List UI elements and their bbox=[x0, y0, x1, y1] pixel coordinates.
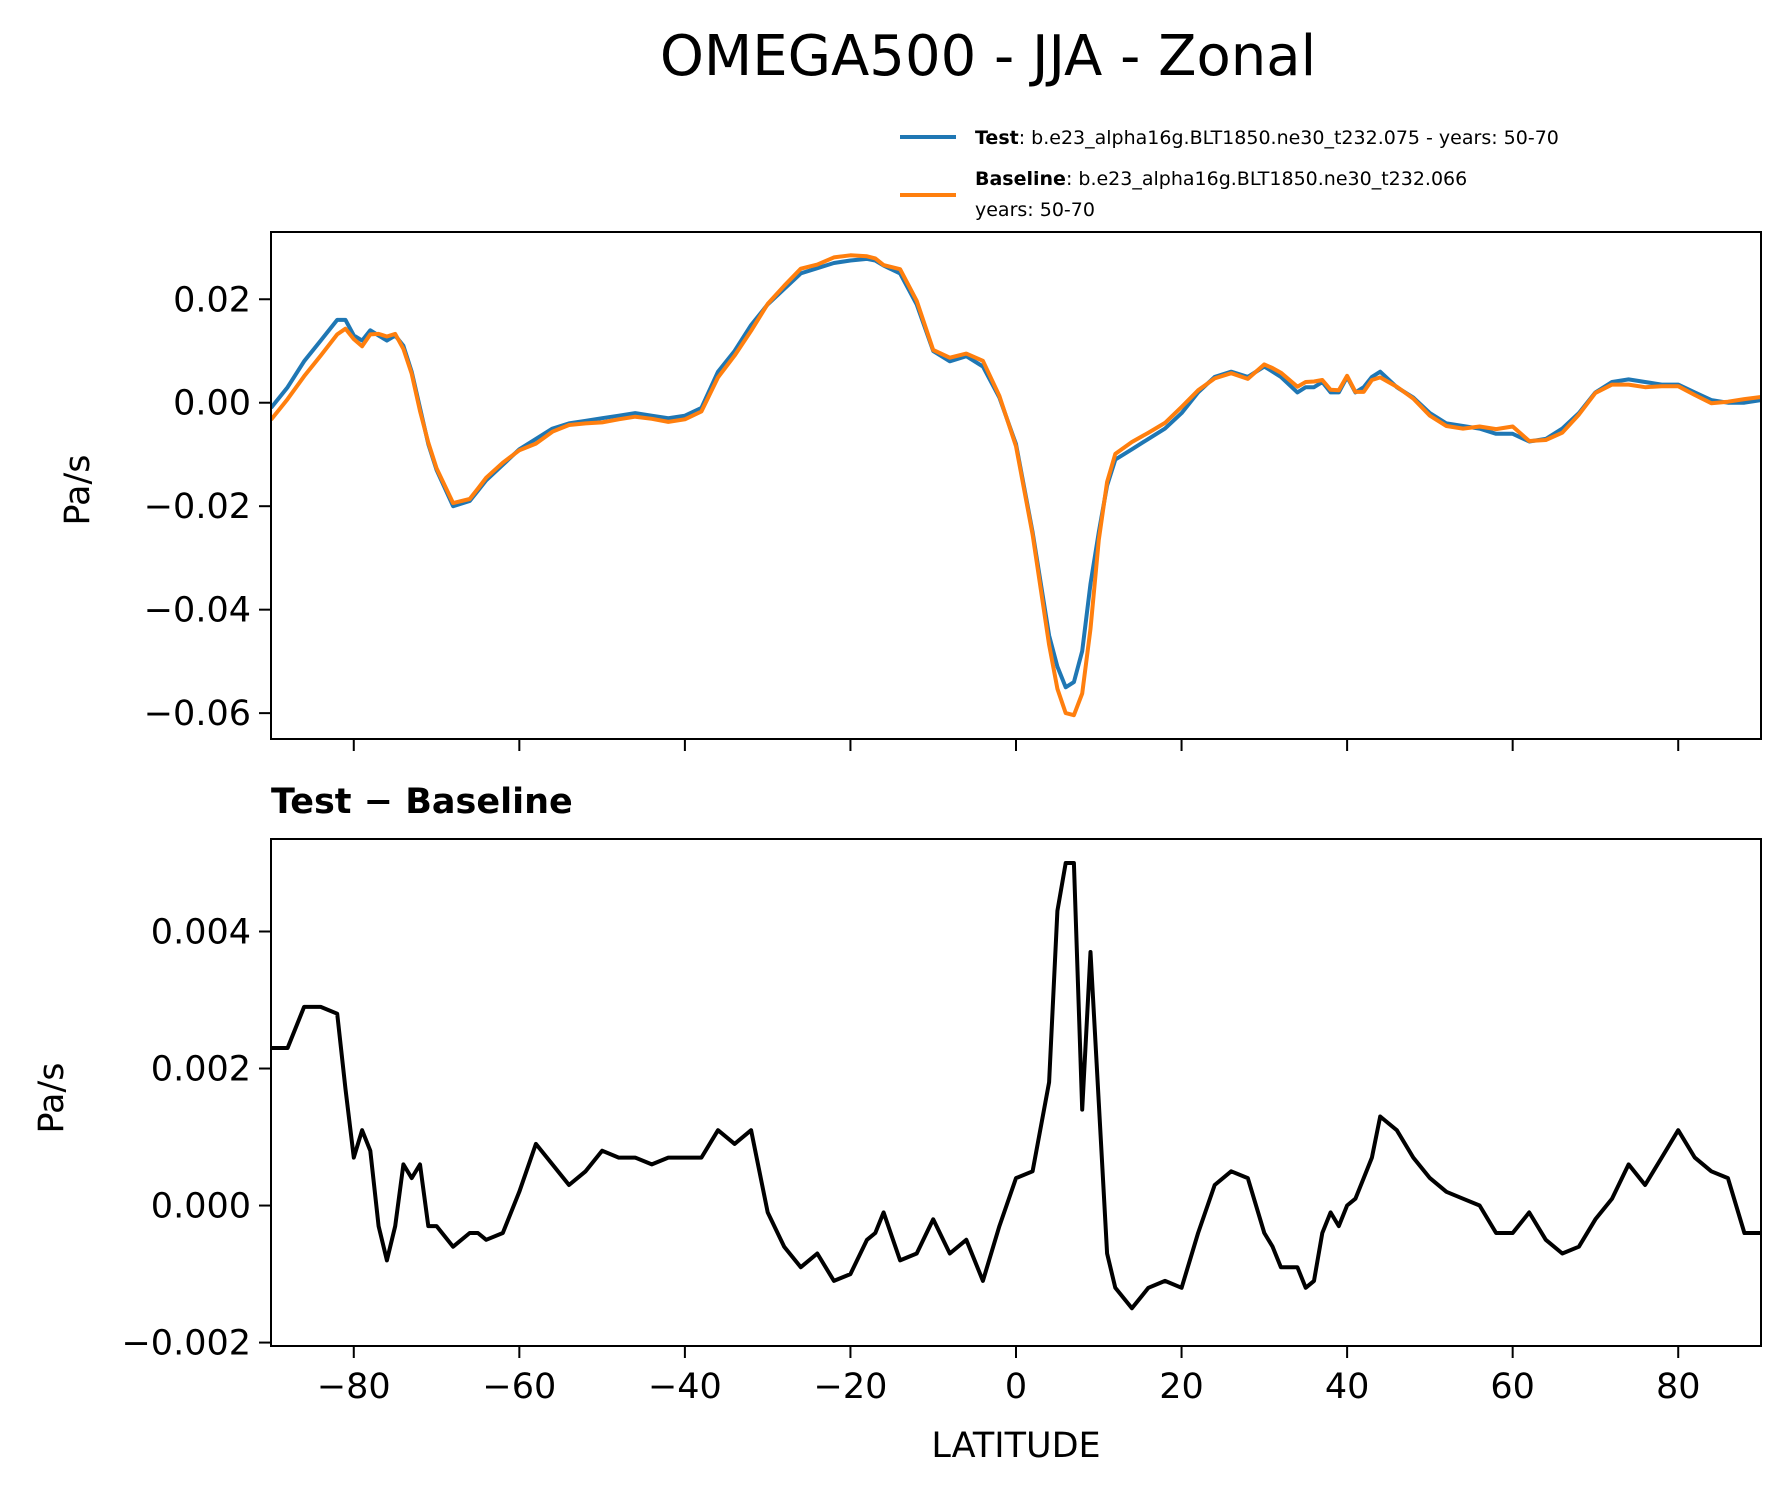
main-ytick-label: 0.02 bbox=[173, 280, 251, 320]
diff-ylabel: Pa/s bbox=[32, 1062, 72, 1133]
main-series-baseline bbox=[271, 253, 1761, 718]
legend-test-desc: : b.e23_alpha16g.BLT1850.ne30_t232.075 -… bbox=[1019, 127, 1559, 149]
legend-test-name: Test bbox=[975, 127, 1019, 149]
diff-xtick-label: 40 bbox=[1325, 1367, 1370, 1407]
main-ytick-label: −0.02 bbox=[144, 487, 251, 527]
diff-ytick-label: 0.000 bbox=[151, 1187, 251, 1227]
main-ytick-label: 0.00 bbox=[173, 384, 251, 424]
diff-panel: −80 −60 −40 −20 0 20 40 60 80 0.004 0.002 0.000 −0.0… bbox=[32, 838, 1762, 1466]
diff-series-test-baseline bbox=[271, 861, 1761, 1311]
legend-baseline-text: Baseline: b.e23_alpha16g.BLT1850.ne30_t2… bbox=[975, 168, 1467, 190]
diff-xlabel: LATITUDE bbox=[931, 1426, 1100, 1466]
diff-ytick-label: 0.002 bbox=[151, 1050, 251, 1090]
legend-baseline-name: Baseline bbox=[975, 168, 1066, 190]
diff-xtick-label: −20 bbox=[814, 1367, 888, 1407]
diff-xtick-label: −40 bbox=[648, 1367, 722, 1407]
main-panel: 0.02 0.00 −0.02 −0.04 −0.06 Pa/s bbox=[58, 231, 1762, 751]
legend-baseline-desc: : b.e23_alpha16g.BLT1850.ne30_t232.066 bbox=[1066, 168, 1467, 190]
diff-ytick-label: −0.002 bbox=[121, 1324, 251, 1364]
main-ytick-label: −0.06 bbox=[144, 694, 251, 734]
diff-ytick-label: 0.004 bbox=[151, 912, 251, 952]
legend-baseline-desc2: years: 50-70 bbox=[975, 199, 1095, 221]
diff-xtick-label: 0 bbox=[1005, 1367, 1027, 1407]
diff-xtick-label: 60 bbox=[1490, 1367, 1535, 1407]
main-ylabel: Pa/s bbox=[58, 454, 98, 525]
diff-xtick-label: 20 bbox=[1159, 1367, 1204, 1407]
legend: Test: b.e23_alpha16g.BLT1850.ne30_t232.0… bbox=[900, 127, 1559, 221]
diff-xtick-label: −60 bbox=[482, 1367, 556, 1407]
main-ytick-label: −0.04 bbox=[144, 591, 251, 631]
diff-xtick-label: −80 bbox=[317, 1367, 391, 1407]
diff-xtick-label: 80 bbox=[1656, 1367, 1701, 1407]
diff-panel-title: Test − Baseline bbox=[271, 782, 573, 822]
legend-test-text: Test: b.e23_alpha16g.BLT1850.ne30_t232.0… bbox=[975, 127, 1559, 149]
figure-title: OMEGA500 - JJA - Zonal bbox=[660, 24, 1316, 89]
